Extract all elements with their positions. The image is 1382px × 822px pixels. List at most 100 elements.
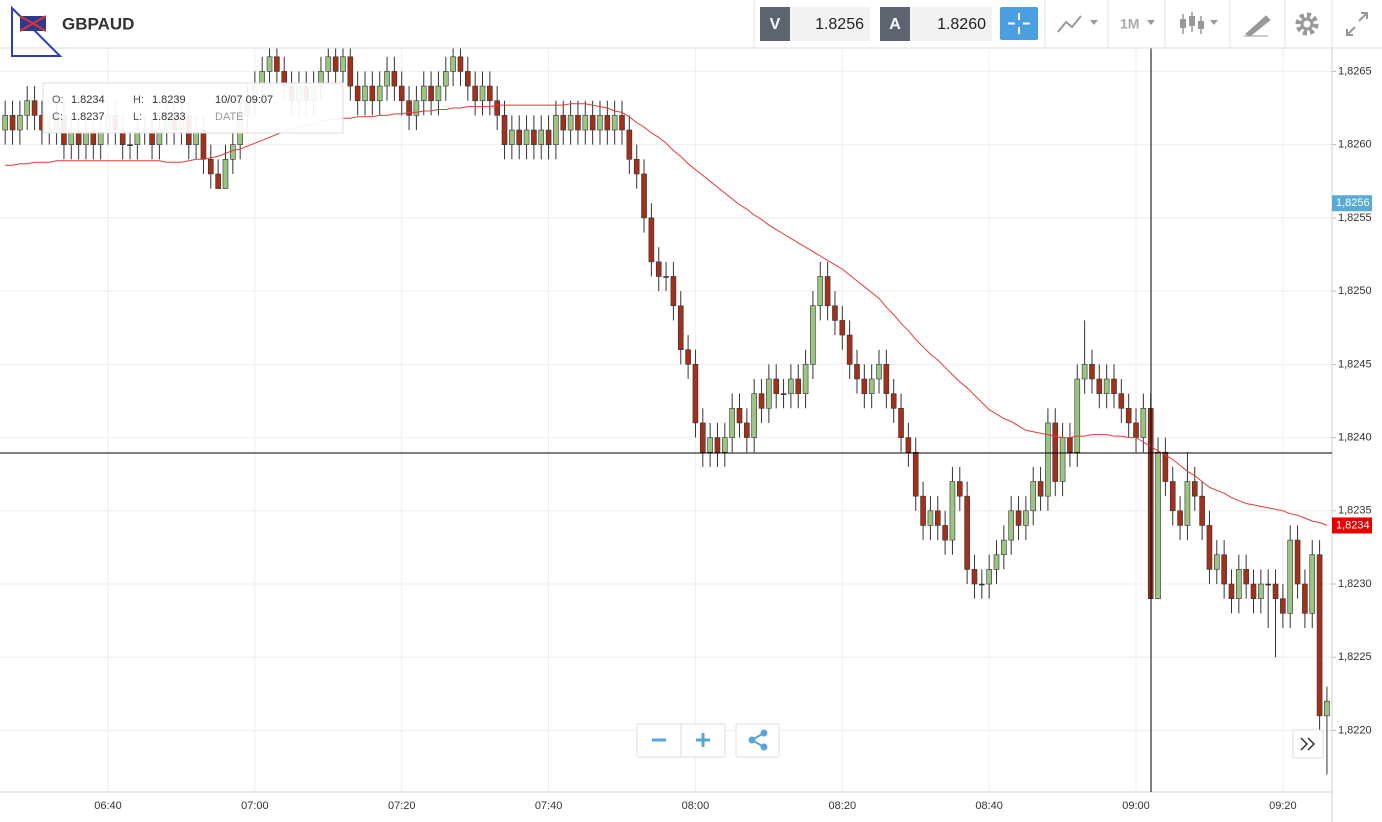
candle-body [1067, 437, 1073, 453]
tooltip-text: DATE [215, 111, 244, 123]
candle-body [9, 115, 16, 131]
chart-type-button[interactable] [1057, 15, 1082, 33]
buy-price-box[interactable] [910, 7, 992, 41]
candle-body [832, 305, 838, 321]
sell-button[interactable] [760, 7, 790, 41]
tooltip-text: 1.8237 [71, 111, 105, 123]
candle-body [1089, 364, 1095, 380]
candle-body [788, 378, 794, 394]
candle-body [516, 129, 523, 145]
icon [1210, 20, 1218, 25]
icon [1300, 737, 1316, 751]
candle-body [854, 364, 860, 380]
x-tick-label: 07:40 [535, 800, 563, 812]
candle-body [531, 129, 537, 145]
settings-button[interactable] [1295, 12, 1319, 36]
candle-body [1265, 583, 1271, 586]
candle-body [17, 115, 23, 131]
candle-body [1125, 407, 1132, 424]
draw-button[interactable] [1244, 15, 1271, 37]
candle-body [1103, 378, 1110, 394]
icon [1198, 21, 1204, 29]
candle-body [523, 129, 530, 145]
y-tick-label: 1,8230 [1338, 578, 1372, 590]
buy-button[interactable] [880, 7, 910, 41]
candle-body [589, 115, 596, 131]
candle-body [685, 349, 691, 365]
candle-body [648, 217, 655, 263]
tooltip-text: H: [133, 94, 144, 106]
y-tick-label: 1,8245 [1338, 358, 1372, 370]
candle-body [274, 56, 280, 72]
header-bg [0, 0, 1382, 48]
candle-body [949, 481, 956, 541]
sell-price-box[interactable] [790, 7, 870, 41]
tooltip-text: 10/07 09:07 [215, 94, 273, 106]
candle-body [729, 407, 735, 438]
candle-body [626, 129, 633, 160]
icon [1090, 20, 1098, 25]
icon [760, 729, 768, 737]
candle-body [1280, 598, 1286, 614]
candle-body [1221, 554, 1227, 585]
candle-body [663, 276, 669, 278]
candle-body [487, 85, 493, 102]
tooltip: O: 1.8234 H: 1.8239 10/07 09:07 C: 1.823… [42, 82, 344, 134]
candle-body [347, 56, 354, 87]
candle-body [736, 407, 743, 424]
candle-body [450, 56, 456, 72]
candle-body [905, 437, 912, 453]
candle-body [839, 320, 846, 336]
tooltip-text: 1.8233 [152, 111, 186, 123]
candle-body [1206, 525, 1213, 570]
candle-body [457, 56, 464, 72]
y-tick-label: 1,8240 [1338, 431, 1372, 443]
candle-body [1118, 393, 1125, 409]
candle-body [479, 85, 486, 102]
candle-body [714, 437, 721, 453]
timeframe-button[interactable]: 1M [1120, 16, 1139, 32]
x-tick-label: 08:40 [975, 800, 1003, 812]
candle-body [1184, 481, 1191, 526]
candle-body [597, 115, 603, 131]
candle-body [1059, 437, 1066, 482]
candle-body [1045, 422, 1051, 497]
sell-label: V [770, 16, 781, 33]
price-badge-label: 1,8256 [1336, 197, 1370, 209]
candle-body [391, 71, 398, 87]
candle-body [376, 85, 383, 102]
candle-body [1243, 569, 1249, 585]
candle-body [1023, 510, 1029, 526]
candle-body [744, 422, 750, 438]
candle-body [1008, 510, 1014, 541]
candle-body [1074, 378, 1081, 453]
candle-body [545, 129, 552, 145]
candle-body [442, 71, 449, 87]
tooltip-text: L: [133, 111, 142, 123]
zoom-in-button[interactable] [696, 733, 710, 747]
candle-body [1030, 481, 1037, 512]
y-tick-label: 1,8225 [1338, 651, 1372, 663]
candle-body [942, 525, 948, 541]
x-tick-label: 07:00 [241, 800, 269, 812]
candle-body [472, 85, 478, 102]
tooltip-box [42, 82, 344, 134]
fullscreen-button[interactable] [1346, 12, 1368, 36]
candle-body [501, 115, 508, 145]
candle-body [1162, 451, 1169, 482]
icon [748, 736, 756, 744]
candle-body [1140, 407, 1147, 438]
candle-body [2, 115, 8, 131]
crosshair-button[interactable] [1000, 7, 1038, 40]
candle-body [362, 85, 368, 102]
candle-body [986, 569, 992, 585]
price-badge [1332, 195, 1372, 212]
tooltip-text: O: [52, 94, 64, 106]
x-tick-label: 09:00 [1122, 800, 1150, 812]
share-button[interactable] [735, 723, 780, 758]
candle-type-button[interactable] [1180, 19, 1186, 28]
y-tick-label: 1,8250 [1338, 285, 1372, 297]
x-tick-label: 09:20 [1269, 800, 1297, 812]
candle-body [332, 56, 339, 72]
